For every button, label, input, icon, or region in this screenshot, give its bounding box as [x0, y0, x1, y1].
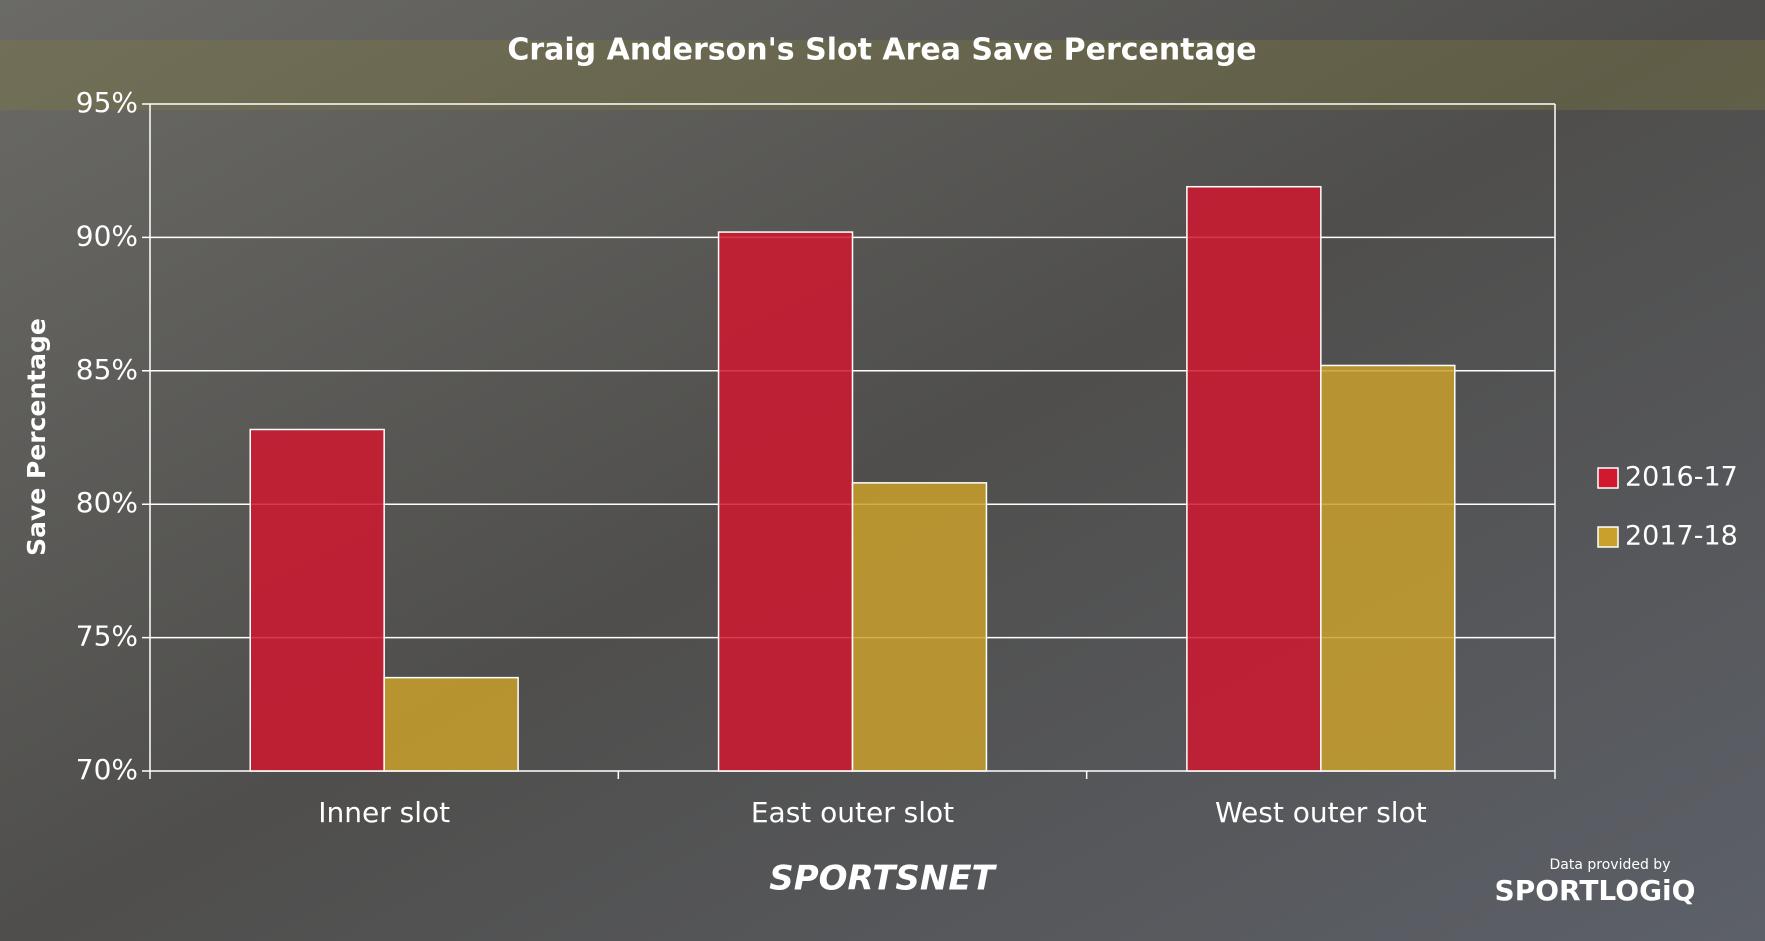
bar [1186, 185, 1322, 772]
y-tick-label: 90% [76, 219, 138, 252]
y-tick-label: 95% [76, 86, 138, 119]
bar [851, 482, 988, 772]
y-axis-label: Save Percentage [22, 318, 51, 556]
bar [717, 231, 854, 772]
bar [383, 676, 519, 772]
background-stripe [0, 40, 1765, 110]
legend-swatch [1597, 526, 1619, 548]
x-tick-label: Inner slot [318, 796, 450, 829]
legend-label: 2017-18 [1625, 521, 1738, 552]
bar [1320, 364, 1456, 772]
legend-label: 2016-17 [1625, 462, 1738, 493]
y-tick-label: 80% [76, 486, 138, 519]
bar [249, 428, 385, 772]
x-tick-label: East outer slot [751, 796, 954, 829]
x-tick-label: West outer slot [1215, 796, 1427, 829]
y-tick-label: 85% [76, 353, 138, 386]
chart-title: Craig Anderson's Slot Area Save Percenta… [507, 33, 1256, 68]
provider-logo: SPORTLOGiQ [1495, 874, 1696, 907]
brand-logo: SPORTSNET [769, 859, 997, 899]
legend-swatch [1597, 467, 1619, 489]
credit-text: Data provided by [1550, 857, 1671, 873]
y-tick-label: 70% [76, 753, 138, 786]
y-tick-label: 75% [76, 620, 138, 653]
